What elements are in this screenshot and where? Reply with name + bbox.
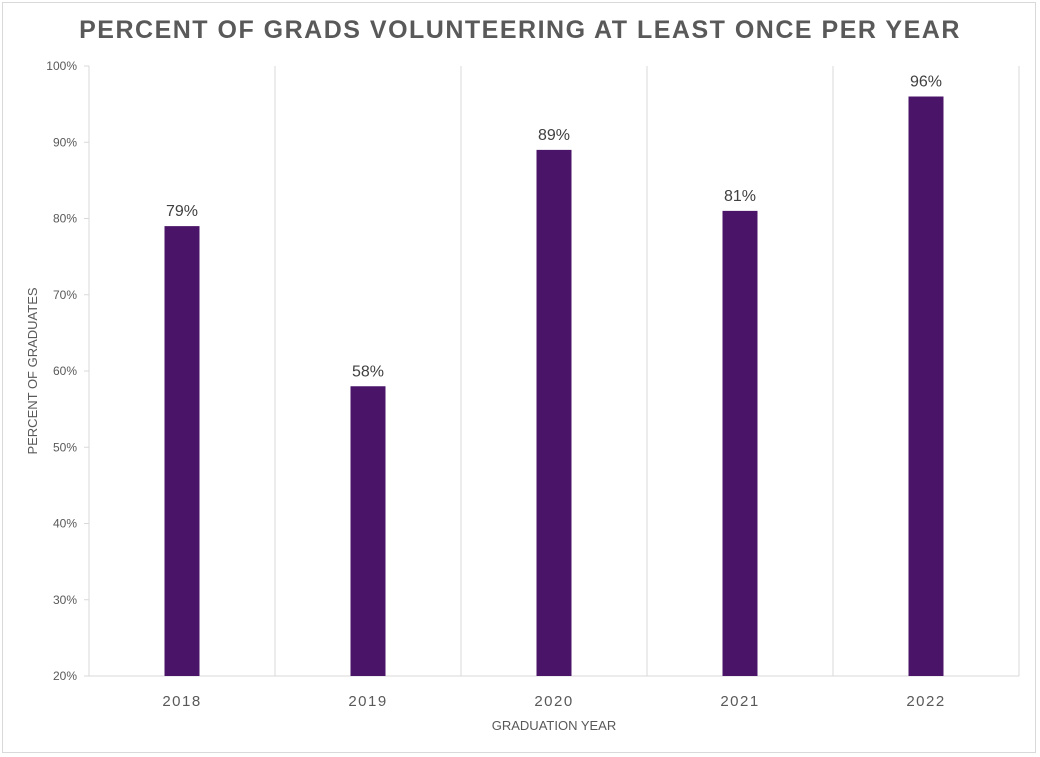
y-axis-title: PERCENT OF GRADUATES	[25, 287, 40, 454]
y-tick-label: 20%	[53, 669, 77, 683]
x-tick-label: 2020	[534, 693, 573, 710]
bar-2019	[350, 386, 386, 676]
bar-2022	[908, 96, 944, 676]
bar-2021	[722, 210, 758, 676]
bar-2018	[164, 226, 200, 676]
x-axis-title: GRADUATION YEAR	[492, 718, 616, 733]
chart-title: PERCENT OF GRADS VOLUNTEERING AT LEAST O…	[79, 16, 961, 44]
data-label: 89%	[538, 127, 570, 144]
y-tick-label: 70%	[53, 288, 77, 302]
y-tick-label: 50%	[53, 440, 77, 454]
y-tick-label: 60%	[53, 364, 77, 378]
y-tick-label: 100%	[46, 59, 77, 73]
data-label: 96%	[910, 74, 942, 91]
y-tick-label: 80%	[53, 212, 77, 226]
data-label: 79%	[166, 203, 198, 220]
data-label: 58%	[352, 363, 384, 380]
x-tick-label: 2021	[720, 693, 759, 710]
x-tick-label: 2018	[162, 693, 201, 710]
y-tick-label: 40%	[53, 517, 77, 531]
bar-2020	[536, 149, 572, 676]
y-tick-label: 90%	[53, 135, 77, 149]
x-tick-label: 2019	[348, 693, 387, 710]
x-tick-label: 2022	[906, 693, 945, 710]
y-tick-label: 30%	[53, 593, 77, 607]
data-label: 81%	[724, 188, 756, 205]
